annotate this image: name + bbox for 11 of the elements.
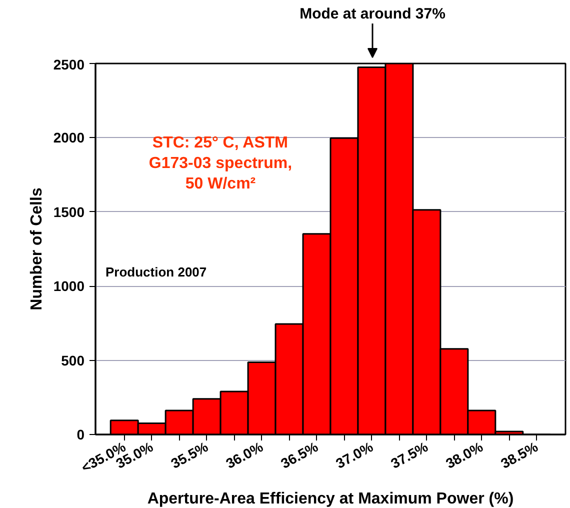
y-axis-title: Number of Cells <box>28 188 46 310</box>
y-tick-label: 500 <box>61 352 85 368</box>
x-axis-title: Aperture-Area Efficiency at Maximum Power (%) <box>147 490 514 508</box>
y-tick-label: 1000 <box>53 278 85 294</box>
y-tick-label: 2500 <box>53 56 85 72</box>
annotation: Production 2007 <box>106 264 207 280</box>
y-tick-label: 0 <box>76 426 85 442</box>
y-tick-label: 1500 <box>53 204 85 220</box>
text: Mode at around 37% <box>300 6 446 22</box>
y-tick-label: 2000 <box>53 130 85 146</box>
annotation: STC: 25° C, ASTM G173-03 spectrum, 50 W/cm² <box>148 134 292 192</box>
